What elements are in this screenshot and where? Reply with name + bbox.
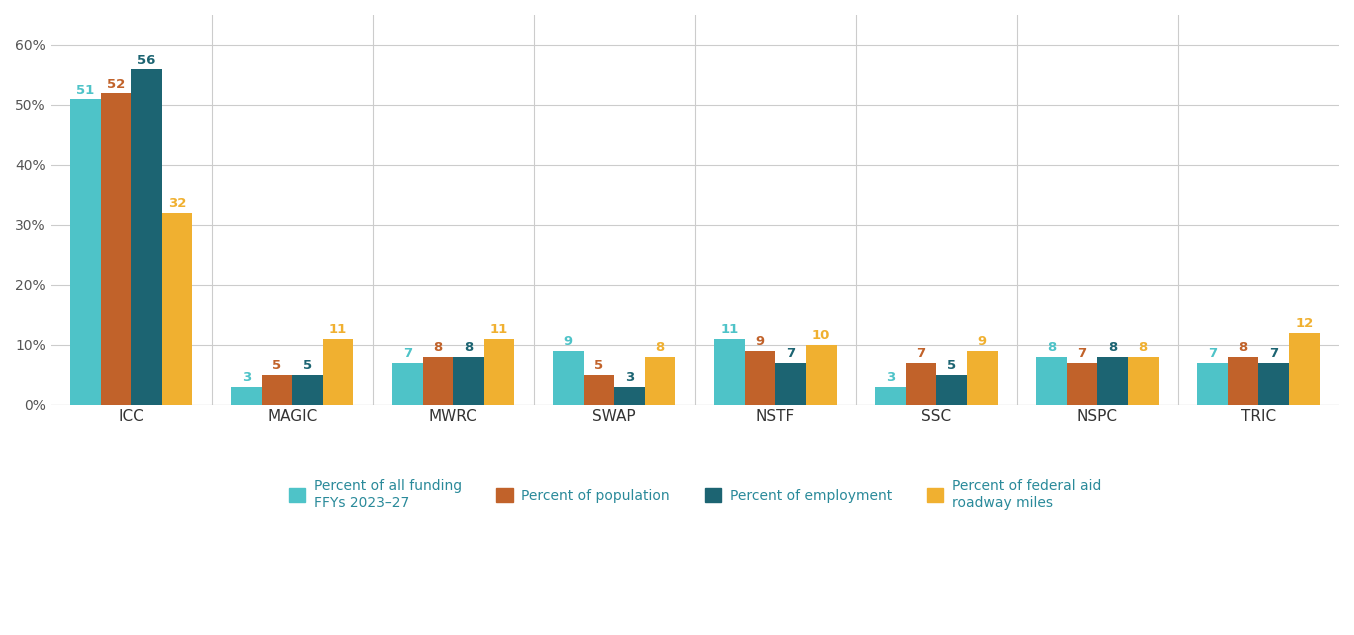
Text: 9: 9 <box>756 335 765 348</box>
Bar <box>645 357 676 404</box>
Bar <box>1289 333 1320 404</box>
Bar <box>745 351 776 404</box>
Text: 9: 9 <box>978 335 987 348</box>
Bar <box>776 363 806 404</box>
Bar <box>422 357 454 404</box>
Text: 11: 11 <box>720 323 738 337</box>
Bar <box>806 345 837 404</box>
Text: 3: 3 <box>626 371 634 384</box>
Text: 7: 7 <box>1078 347 1087 360</box>
Bar <box>552 351 584 404</box>
Text: 52: 52 <box>107 77 125 91</box>
Text: 8: 8 <box>464 341 473 354</box>
Bar <box>1228 357 1258 404</box>
Text: 8: 8 <box>1047 341 1056 354</box>
Bar <box>1067 363 1098 404</box>
Bar <box>292 375 322 404</box>
Text: 12: 12 <box>1296 318 1313 330</box>
Bar <box>131 69 161 404</box>
Text: 32: 32 <box>168 197 187 210</box>
Bar <box>232 387 261 404</box>
Bar <box>1197 363 1228 404</box>
Text: 7: 7 <box>917 347 926 360</box>
Text: 8: 8 <box>433 341 443 354</box>
Text: 8: 8 <box>1239 341 1248 354</box>
Bar <box>937 375 967 404</box>
Legend: Percent of all funding
FFYs 2023–27, Percent of population, Percent of employmen: Percent of all funding FFYs 2023–27, Per… <box>283 474 1106 515</box>
Text: 11: 11 <box>329 323 347 337</box>
Bar <box>1098 357 1128 404</box>
Bar <box>714 338 745 404</box>
Bar <box>161 213 192 404</box>
Bar <box>70 99 100 404</box>
Bar <box>875 387 906 404</box>
Text: 10: 10 <box>812 330 830 342</box>
Bar <box>261 375 292 404</box>
Bar <box>483 338 515 404</box>
Text: 9: 9 <box>563 335 573 348</box>
Text: 8: 8 <box>1108 341 1117 354</box>
Bar <box>615 387 645 404</box>
Text: 5: 5 <box>303 359 311 372</box>
Text: 7: 7 <box>1269 347 1278 360</box>
Text: 7: 7 <box>1208 347 1217 360</box>
Bar <box>1128 357 1159 404</box>
Text: 3: 3 <box>241 371 250 384</box>
Text: 5: 5 <box>594 359 604 372</box>
Text: 56: 56 <box>137 53 156 67</box>
Text: 11: 11 <box>490 323 508 337</box>
Text: 7: 7 <box>402 347 412 360</box>
Text: 5: 5 <box>272 359 282 372</box>
Text: 8: 8 <box>1139 341 1148 354</box>
Bar <box>100 93 131 404</box>
Bar <box>454 357 483 404</box>
Text: 8: 8 <box>655 341 665 354</box>
Text: 5: 5 <box>946 359 956 372</box>
Bar <box>906 363 937 404</box>
Text: 7: 7 <box>787 347 795 360</box>
Text: 51: 51 <box>76 84 95 97</box>
Text: 3: 3 <box>886 371 895 384</box>
Bar <box>1036 357 1067 404</box>
Bar <box>393 363 422 404</box>
Bar <box>322 338 353 404</box>
Bar <box>1258 363 1289 404</box>
Bar <box>584 375 615 404</box>
Bar <box>967 351 998 404</box>
